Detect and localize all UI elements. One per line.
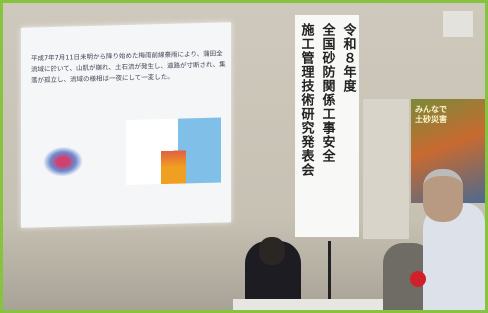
banner-line: 全国砂防関係工事安全	[318, 23, 337, 237]
slide-text: 平成7年7月11日未明から降り始めた梅雨前線豪雨により、蒲田全流域に於いて、山肌…	[31, 48, 226, 86]
mic-stand	[328, 241, 331, 299]
seated-person-head	[259, 237, 285, 265]
banner-line: 施工管理技術研究発表会	[297, 23, 316, 237]
banner-line: 令和８年度	[339, 23, 358, 237]
presenter-head	[423, 169, 463, 222]
photo: 平成7年7月11日未明から降り始めた梅雨前線豪雨により、蒲田全流域に於いて、山肌…	[0, 0, 488, 313]
rose	[410, 271, 426, 287]
wall-panel	[363, 99, 409, 239]
slide-chart-bars	[161, 128, 186, 184]
banner: 令和８年度 全国砂防関係工事安全 施工管理技術研究発表会	[295, 15, 359, 237]
slide-plot	[43, 146, 83, 177]
poster-title: みんなで 土砂災害	[415, 105, 455, 125]
projection-screen: 平成7年7月11日未明から降り始めた梅雨前線豪雨により、蒲田全流域に於いて、山肌…	[21, 22, 231, 227]
wall-speaker	[443, 11, 473, 37]
